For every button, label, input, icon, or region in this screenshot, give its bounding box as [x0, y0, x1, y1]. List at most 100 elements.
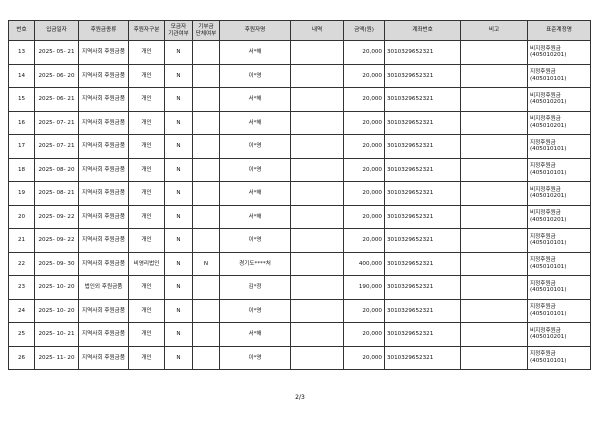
table-cell: 3010329652321: [384, 63, 461, 88]
column-header: 내역: [290, 20, 344, 41]
table-cell: N: [164, 345, 193, 370]
table-cell: 지정후원금 (405010101): [527, 275, 591, 300]
table-cell: [290, 157, 344, 182]
table-cell: 2025- 07- 21: [34, 110, 79, 135]
table-cell: 이*영: [219, 298, 291, 323]
table-cell: 개인: [128, 63, 165, 88]
table-cell: 서*해: [219, 181, 291, 206]
column-header: 후원자구분: [128, 20, 165, 41]
table-cell: 이*영: [219, 345, 291, 370]
table-cell: [460, 134, 528, 159]
table-cell: 2025- 10- 20: [34, 275, 79, 300]
table-cell: 17: [8, 134, 35, 159]
table-cell: 13: [8, 40, 35, 65]
table-cell: [290, 298, 344, 323]
table-row: 14 2025- 06- 20 지역사회 후원금품 개인 N 이*영 20,000 30103…: [8, 63, 591, 88]
table-cell: 20,000: [343, 322, 385, 347]
table-cell: 24: [8, 298, 35, 323]
column-header: 후원자명: [219, 20, 291, 41]
table-cell: 지역사회 후원금품: [78, 345, 129, 370]
table-row: 22 2025- 09- 30 지역사회 후원금품 비영리법인 N N 경기도****처 40…: [8, 251, 591, 276]
table-cell: 경기도****처: [219, 251, 291, 276]
table-cell: 22: [8, 251, 35, 276]
table-cell: 지역사회 후원금품: [78, 298, 129, 323]
table-cell: 20,000: [343, 345, 385, 370]
table-cell: [192, 157, 220, 182]
table-cell: N: [164, 275, 193, 300]
table-cell: 20,000: [343, 228, 385, 253]
table-cell: N: [164, 298, 193, 323]
table-cell: 16: [8, 110, 35, 135]
table-cell: N: [164, 63, 193, 88]
table-row: 23 2025- 10- 20 법인외 후원금품 개인 N 김*정 190,000 30103…: [8, 275, 591, 300]
table-cell: 지역사회 후원금품: [78, 181, 129, 206]
table-cell: 2025- 06- 20: [34, 63, 79, 88]
table-cell: [290, 134, 344, 159]
table-cell: 지역사회 후원금품: [78, 134, 129, 159]
table-cell: 23: [8, 275, 35, 300]
table-cell: N: [164, 40, 193, 65]
table-cell: [192, 63, 220, 88]
table-row: 18 2025- 08- 20 지역사회 후원금품 개인 N 이*영 20,000 30103…: [8, 157, 591, 182]
table-cell: 김*정: [219, 275, 291, 300]
table-cell: [290, 275, 344, 300]
table-cell: 18: [8, 157, 35, 182]
table-cell: N: [164, 87, 193, 112]
table-cell: [460, 63, 528, 88]
column-header: 비고: [460, 20, 528, 41]
table-cell: 서*해: [219, 110, 291, 135]
table-cell: [460, 322, 528, 347]
table-cell: 지역사회 후원금품: [78, 251, 129, 276]
table-cell: 20,000: [343, 134, 385, 159]
table-cell: 지정후원금 (405010101): [527, 298, 591, 323]
table-cell: 서*해: [219, 204, 291, 229]
table-cell: 서*해: [219, 322, 291, 347]
column-header: 기부금 단체여부: [192, 20, 220, 41]
table-cell: [290, 40, 344, 65]
table-cell: [192, 110, 220, 135]
table-cell: 20,000: [343, 181, 385, 206]
table-cell: 20,000: [343, 63, 385, 88]
table-cell: 개인: [128, 275, 165, 300]
table-cell: 지역사회 후원금품: [78, 228, 129, 253]
table-cell: 3010329652321: [384, 134, 461, 159]
table-row: 24 2025- 10- 20 지역사회 후원금품 개인 N 이*영 20,000 30103…: [8, 298, 591, 323]
table-cell: 3010329652321: [384, 40, 461, 65]
table-cell: 14: [8, 63, 35, 88]
table-cell: 20,000: [343, 204, 385, 229]
table-cell: 개인: [128, 204, 165, 229]
table-cell: 3010329652321: [384, 298, 461, 323]
table-cell: 20,000: [343, 87, 385, 112]
table-cell: N: [192, 251, 220, 276]
table-row: 16 2025- 07- 21 지역사회 후원금품 개인 N 서*해 20,000 30103…: [8, 110, 591, 135]
table-cell: [460, 110, 528, 135]
table-cell: 비지정후원금 (405010201): [527, 181, 591, 206]
table-cell: 2025- 10- 21: [34, 322, 79, 347]
table-cell: [460, 228, 528, 253]
table-cell: 개인: [128, 110, 165, 135]
table-cell: 3010329652321: [384, 110, 461, 135]
table-cell: [290, 63, 344, 88]
table-row: 17 2025- 07- 21 지역사회 후원금품 개인 N 이*영 20,000 30103…: [8, 134, 591, 159]
table-cell: [290, 87, 344, 112]
table-cell: [192, 87, 220, 112]
table-cell: [290, 110, 344, 135]
table-row: 25 2025- 10- 21 지역사회 후원금품 개인 N 서*해 20,000 30103…: [8, 322, 591, 347]
table-cell: 개인: [128, 157, 165, 182]
table-cell: 개인: [128, 87, 165, 112]
table-row: 26 2025- 11- 20 지역사회 후원금품 개인 N 이*영 20,000 30103…: [8, 345, 591, 370]
table-cell: 26: [8, 345, 35, 370]
table-cell: 3010329652321: [384, 228, 461, 253]
table-cell: 2025- 11- 20: [34, 345, 79, 370]
column-header: 입금일자: [34, 20, 79, 41]
table-cell: 지역사회 후원금품: [78, 87, 129, 112]
table-cell: N: [164, 228, 193, 253]
table-cell: 2025- 09- 30: [34, 251, 79, 276]
table-cell: 개인: [128, 181, 165, 206]
table-cell: 이*영: [219, 228, 291, 253]
table-cell: 2025- 10- 20: [34, 298, 79, 323]
table-cell: 개인: [128, 345, 165, 370]
column-header: 모금자 기관여부: [164, 20, 193, 41]
table-cell: 지역사회 후원금품: [78, 204, 129, 229]
